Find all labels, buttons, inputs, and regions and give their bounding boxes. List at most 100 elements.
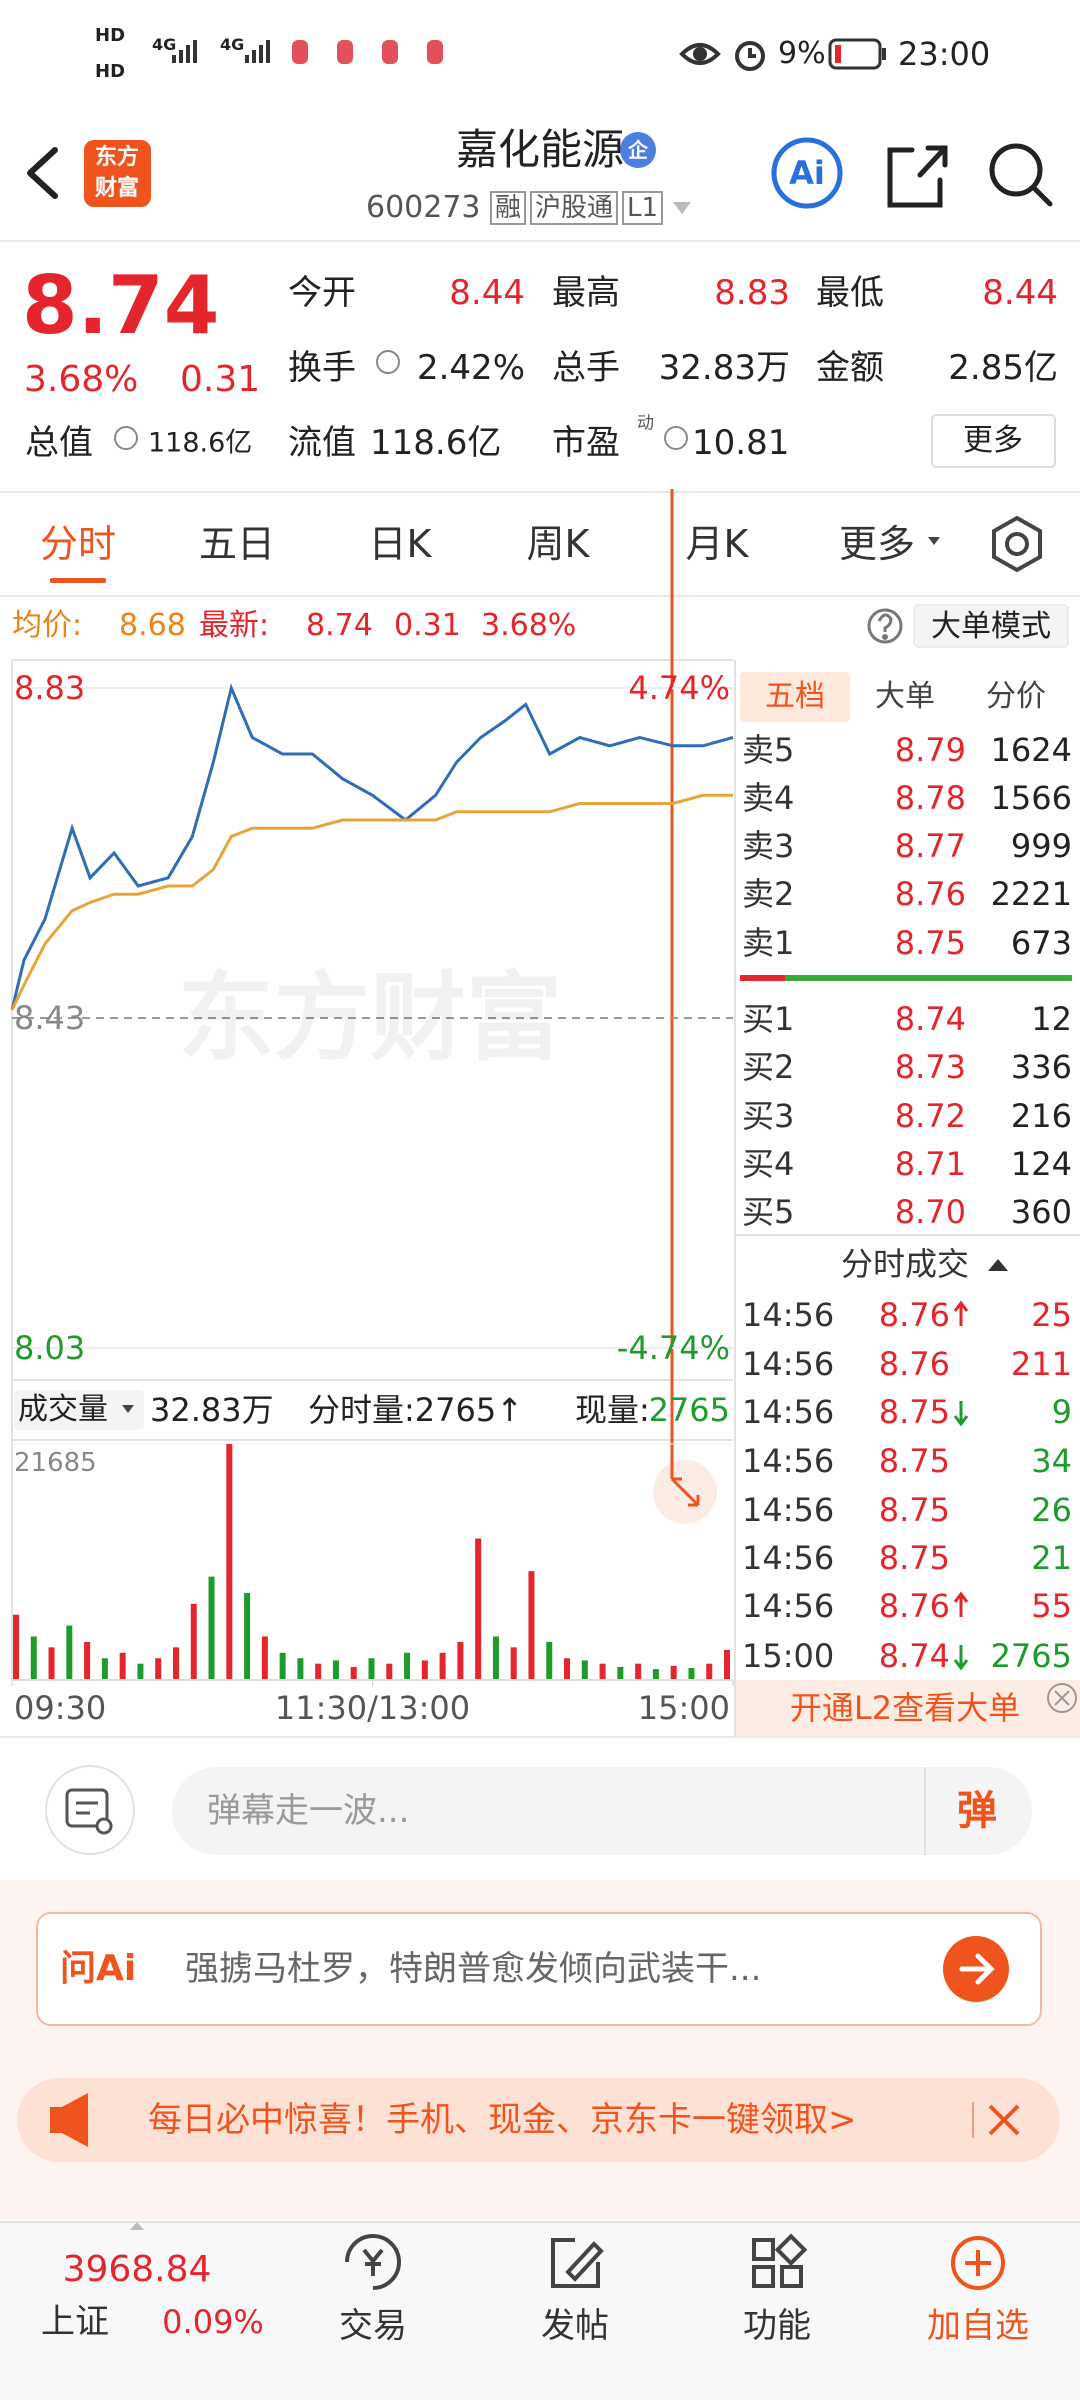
chart-tab[interactable]: 日K — [368, 522, 432, 566]
nav-label[interactable]: 交易 — [339, 2306, 407, 2346]
volume-bar — [617, 1666, 624, 1680]
book-tab[interactable]: 大单 — [875, 679, 935, 714]
y-tick-label: 21685 — [14, 1448, 97, 1478]
collapse-arrow[interactable] — [988, 1259, 1008, 1271]
help-icon[interactable] — [867, 608, 903, 644]
post-icon[interactable] — [551, 2238, 604, 2288]
stat-label: 总手 — [552, 348, 620, 388]
l2-banner-label[interactable]: 开通L2查看大单 — [789, 1689, 1021, 1727]
dropdown-arrow — [928, 537, 940, 545]
promo-text[interactable]: 每日必中惊喜！手机、现金、京东卡一键领取> — [148, 2100, 857, 2140]
index-value[interactable]: 3968.84 — [62, 2249, 212, 2290]
chart-tab[interactable]: 周K — [526, 522, 590, 566]
share-button[interactable] — [887, 145, 948, 208]
barrage-send[interactable]: 弹 — [957, 1788, 997, 1834]
trade-icon[interactable] — [345, 2234, 401, 2290]
market-tag: L1 — [622, 191, 664, 225]
promo-banner[interactable] — [17, 2078, 1060, 2162]
mode-button[interactable] — [913, 604, 1069, 648]
logo[interactable] — [84, 140, 151, 207]
nav-label[interactable]: 发帖 — [541, 2306, 609, 2346]
settings-button[interactable] — [992, 515, 1042, 573]
tab-indicator — [50, 578, 106, 583]
chart-tab[interactable]: 分时 — [39, 522, 117, 566]
badge-bg — [620, 132, 656, 168]
book-quantity: 999 — [1010, 827, 1072, 865]
volume-bar — [581, 1660, 588, 1680]
book-level: 卖2 — [742, 875, 795, 913]
mode-label[interactable]: 大单模式 — [931, 609, 1051, 644]
nav-label[interactable]: 功能 — [743, 2306, 811, 2346]
ai-label[interactable]: Ai — [789, 154, 825, 192]
function-icon[interactable] — [752, 2233, 808, 2288]
info-icons — [114, 350, 688, 450]
nav-label[interactable]: 加自选 — [927, 2306, 1029, 2346]
trade-time: 15:00 — [742, 1637, 835, 1675]
volume-selector-label[interactable]: 成交量 — [18, 1392, 108, 1427]
more-button-label[interactable]: 更多 — [963, 423, 1023, 458]
chart-tab[interactable]: 月K — [685, 522, 749, 566]
more-button[interactable] — [931, 414, 1056, 468]
stat-value: 32.83万 — [658, 348, 790, 388]
volume-bar — [635, 1663, 642, 1680]
trade-time: 14:56 — [742, 1296, 835, 1334]
chart-tab[interactable]: 更多 — [838, 522, 916, 566]
stat-label: 今开 — [288, 273, 356, 313]
book-tab[interactable]: 五档 — [765, 679, 825, 714]
book-level: 卖1 — [742, 924, 795, 962]
book-price: 8.71 — [894, 1145, 966, 1183]
search-button[interactable] — [989, 143, 1053, 207]
bottom-nav-bg — [0, 2222, 1080, 2400]
ai-prompt[interactable]: 强掳马杜罗，特朗普愈发倾向武装干... — [185, 1949, 762, 1989]
comment-placeholder[interactable]: 弹幕走一波... — [207, 1791, 410, 1831]
volume-bar — [226, 1444, 233, 1680]
stat-value: 8.44 — [449, 273, 525, 313]
stat-value: 2.42% — [416, 348, 525, 388]
close-l2[interactable] — [1047, 1683, 1077, 1713]
stat-superscript: 动 — [637, 413, 654, 434]
stat-value: 8.83 — [714, 273, 790, 313]
volume-bar — [564, 1658, 571, 1680]
barrage-toggle[interactable] — [45, 1765, 135, 1855]
close-promo[interactable] — [988, 2104, 1020, 2136]
network-indicator: 4G — [152, 35, 177, 54]
volume-bar — [190, 1603, 197, 1680]
ai-box[interactable] — [36, 1912, 1042, 2026]
book-quantity: 124 — [1010, 1145, 1072, 1183]
price-line — [10, 683, 734, 1011]
book-level: 买3 — [742, 1097, 795, 1135]
book-level: 买4 — [742, 1145, 795, 1183]
stat-value: 118.6亿 — [370, 423, 502, 463]
expand-handle[interactable] — [130, 2222, 144, 2230]
book-quantity: 360 — [1010, 1193, 1072, 1231]
trade-time: 14:56 — [742, 1442, 835, 1480]
y-tick-label: 8.83 — [14, 669, 86, 707]
book-quantity: 12 — [1031, 1000, 1072, 1038]
y-tick-label: 8.03 — [14, 1329, 86, 1367]
book-tab[interactable]: 分价 — [986, 679, 1046, 714]
clock: 23:00 — [898, 35, 991, 73]
back-button[interactable] — [27, 147, 58, 199]
y-tick-label: 8.43 — [14, 999, 86, 1037]
trade-price: 8.76 — [878, 1587, 950, 1625]
ai-button[interactable] — [771, 137, 843, 209]
tab-active-bg[interactable] — [740, 672, 850, 722]
change-amount: 0.31 — [180, 359, 261, 400]
volume-bar — [30, 1636, 37, 1680]
comment-input[interactable] — [172, 1767, 1032, 1855]
l2-banner-bg[interactable] — [736, 1680, 1080, 1737]
book-price: 8.77 — [894, 827, 966, 865]
alarm-icon — [735, 41, 765, 71]
logo-text: 东方 — [94, 145, 140, 170]
down-arrow — [953, 1645, 969, 1671]
add-watch-icon[interactable] — [951, 2236, 1005, 2290]
book-quantity: 336 — [1010, 1048, 1072, 1086]
x-tick-label: 15:00 — [637, 1689, 730, 1727]
chart-tab[interactable]: 五日 — [198, 522, 276, 566]
trades-title[interactable]: 分时成交 — [840, 1245, 970, 1283]
x-tick-label: 09:30 — [14, 1689, 107, 1727]
volume-bar — [332, 1660, 339, 1680]
volume-selector[interactable] — [14, 1390, 144, 1430]
